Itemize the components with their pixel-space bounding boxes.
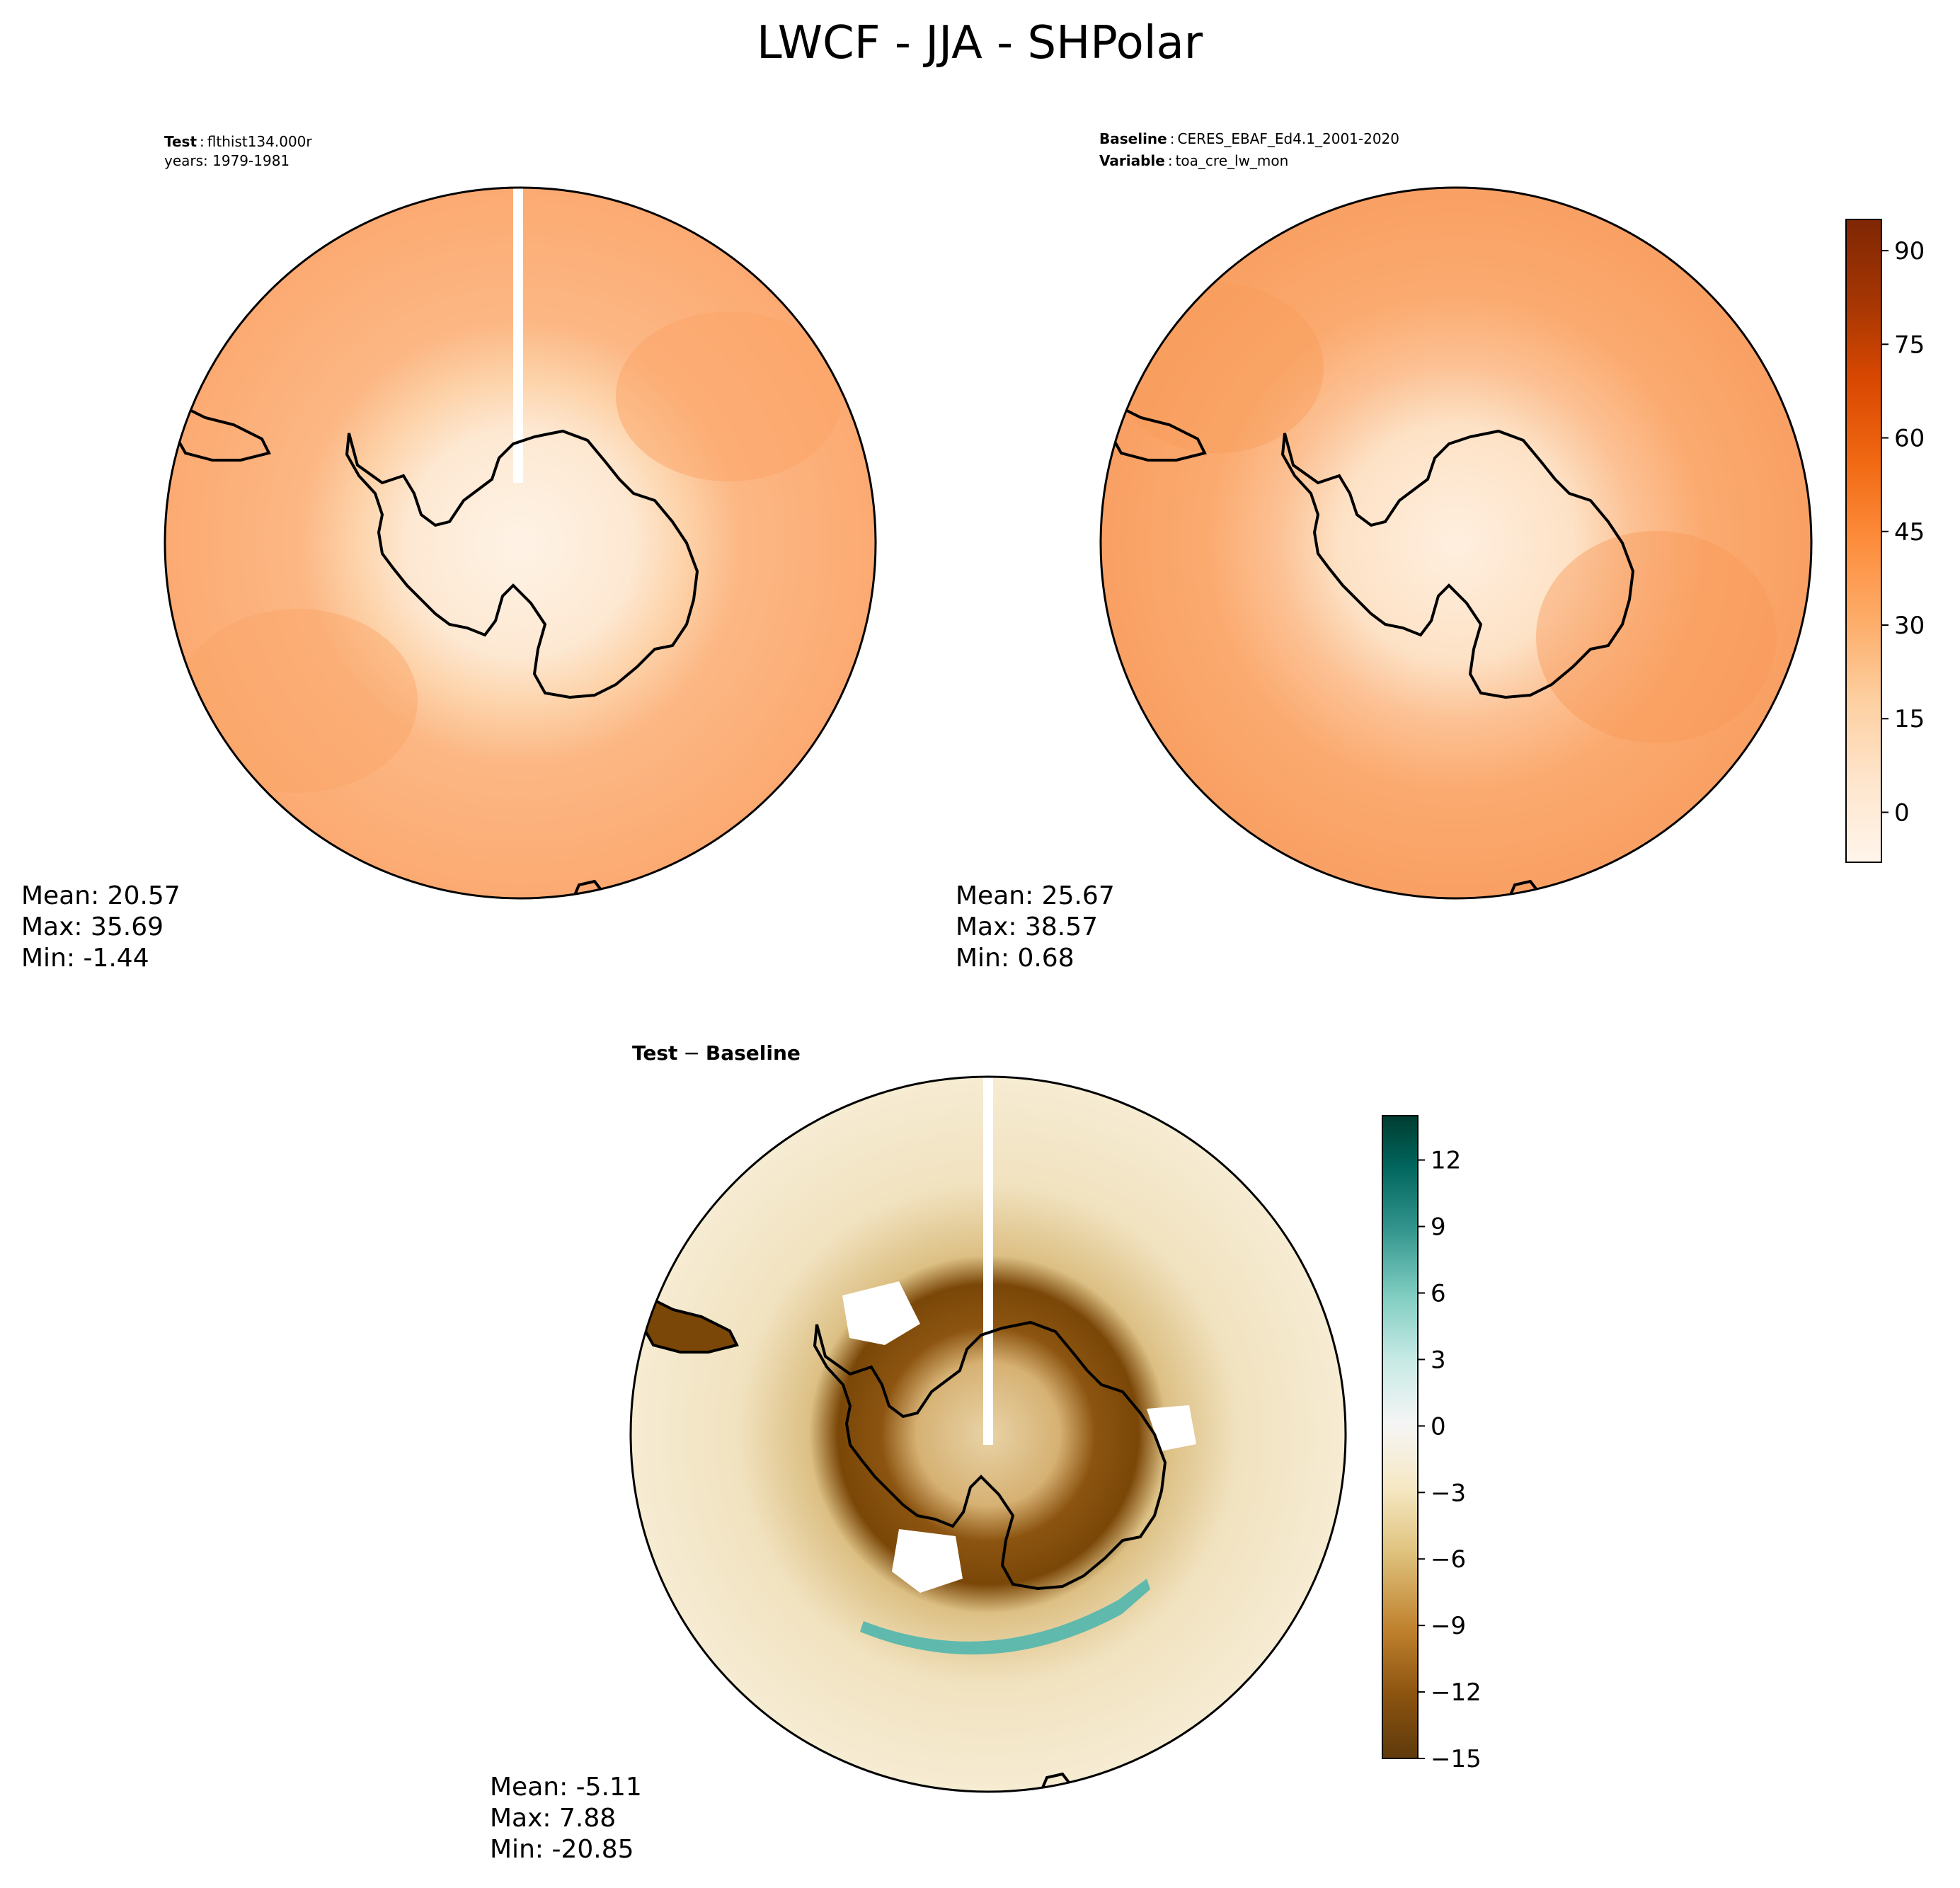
baseline-variable-value: toa_cre_lw_mon	[1176, 152, 1289, 169]
test-field-patch	[616, 311, 842, 481]
diff-label-op: −	[683, 1041, 699, 1065]
diff-positive-band	[860, 1579, 1150, 1655]
test-header-line1: Test: flthist134.000r	[164, 133, 312, 150]
test-map	[165, 188, 876, 898]
test-label-sep: :	[200, 133, 205, 150]
diff-panel: Test − Baseline Mean: -5.11 Max: 7.88 Min:…	[490, 1041, 1482, 1864]
main-colorbar-tick-label: 90	[1894, 237, 1925, 265]
baseline-panel: Baseline: CERES_EBAF_Ed4.1_2001-2020 Vari…	[956, 130, 1925, 973]
diff-label-b: Baseline	[706, 1041, 801, 1065]
test-mean: Mean: 20.57	[21, 881, 180, 910]
baseline-variable-bold: Variable	[1099, 152, 1165, 169]
test-panel: Test: flthist134.000r years: 1979-1981 Me…	[21, 133, 877, 973]
baseline-label-sep: :	[1170, 130, 1175, 147]
diff-header: Test − Baseline	[632, 1041, 801, 1065]
diff-new-zealand-coast	[1040, 1772, 1071, 1792]
diff-missing-area	[892, 1529, 963, 1593]
diff-max: Max: 7.88	[490, 1804, 616, 1833]
baseline-field-patch	[1111, 283, 1324, 453]
diff-colorbar-tick-label: 12	[1431, 1147, 1461, 1175]
baseline-variable-sep: :	[1168, 152, 1173, 169]
main-colorbar-tick-label: 60	[1894, 425, 1925, 453]
baseline-map	[1101, 188, 1811, 898]
main-colorbar-tick-label: 15	[1894, 705, 1925, 733]
diff-colorbar-tick-label: −6	[1431, 1545, 1466, 1574]
diff-label-a: Test	[632, 1041, 677, 1065]
main-colorbar: 90 75 60 45 30 15 0	[1845, 219, 1925, 863]
diff-colorbar-tick-label: 9	[1431, 1213, 1446, 1242]
baseline-field-patch	[1536, 531, 1777, 743]
test-header-line2: years: 1979-1981	[164, 152, 290, 169]
test-min: Min: -1.44	[21, 944, 149, 973]
main-colorbar-tick-label: 0	[1894, 799, 1910, 827]
diff-colorbar: 12 9 6 3 0 −3 −6 −9 −12 −15	[1382, 1115, 1482, 1773]
baseline-map-rim	[1099, 186, 1813, 900]
diff-colorbar-tick-label: −12	[1431, 1678, 1482, 1707]
diff-min: Min: -20.85	[490, 1835, 634, 1864]
baseline-header-line1: Baseline: CERES_EBAF_Ed4.1_2001-2020	[1099, 130, 1399, 147]
diff-missing-area	[842, 1281, 920, 1345]
diff-south-america-coast	[639, 1293, 739, 1354]
main-colorbar-body	[1845, 219, 1882, 863]
test-field-patch	[177, 609, 418, 793]
test-label-bold: Test	[164, 133, 197, 150]
test-new-zealand-coast	[572, 879, 603, 898]
diff-colorbar-tick-label: 6	[1431, 1279, 1446, 1308]
baseline-max: Max: 38.57	[956, 912, 1098, 942]
main-colorbar-tick-label: 75	[1894, 331, 1925, 359]
diff-map	[631, 1077, 1346, 1792]
test-label-value: flthist134.000r	[207, 133, 313, 150]
baseline-new-zealand-coast	[1508, 879, 1539, 898]
diff-colorbar-body	[1382, 1115, 1419, 1759]
baseline-label-value: CERES_EBAF_Ed4.1_2001-2020	[1177, 130, 1399, 147]
baseline-mean: Mean: 25.67	[956, 881, 1115, 910]
diff-missing-area	[1147, 1405, 1196, 1451]
diff-colorbar-tick-label: 0	[1431, 1412, 1446, 1441]
diff-map-rim	[629, 1075, 1347, 1793]
main-colorbar-tick-label: 30	[1894, 612, 1925, 640]
diff-missing-strip	[983, 1077, 993, 1445]
diff-colorbar-tick-label: −9	[1431, 1612, 1466, 1640]
baseline-header-line2: Variable: toa_cre_lw_mon	[1099, 152, 1288, 169]
baseline-label-bold: Baseline	[1099, 130, 1167, 147]
diff-mean: Mean: -5.11	[490, 1773, 642, 1802]
diff-colorbar-tick-label: −3	[1431, 1479, 1466, 1507]
test-missing-strip	[513, 188, 523, 483]
figure-title: LWCF - JJA - SHPolar	[757, 17, 1203, 69]
baseline-min: Min: 0.68	[956, 944, 1074, 973]
test-map-rim	[164, 186, 877, 900]
diff-colorbar-tick-label: 3	[1431, 1346, 1446, 1374]
baseline-field	[1101, 188, 1811, 898]
diff-colorbar-tick-label: −15	[1431, 1745, 1482, 1773]
main-colorbar-tick-label: 45	[1894, 518, 1925, 547]
test-max: Max: 35.69	[21, 912, 164, 942]
